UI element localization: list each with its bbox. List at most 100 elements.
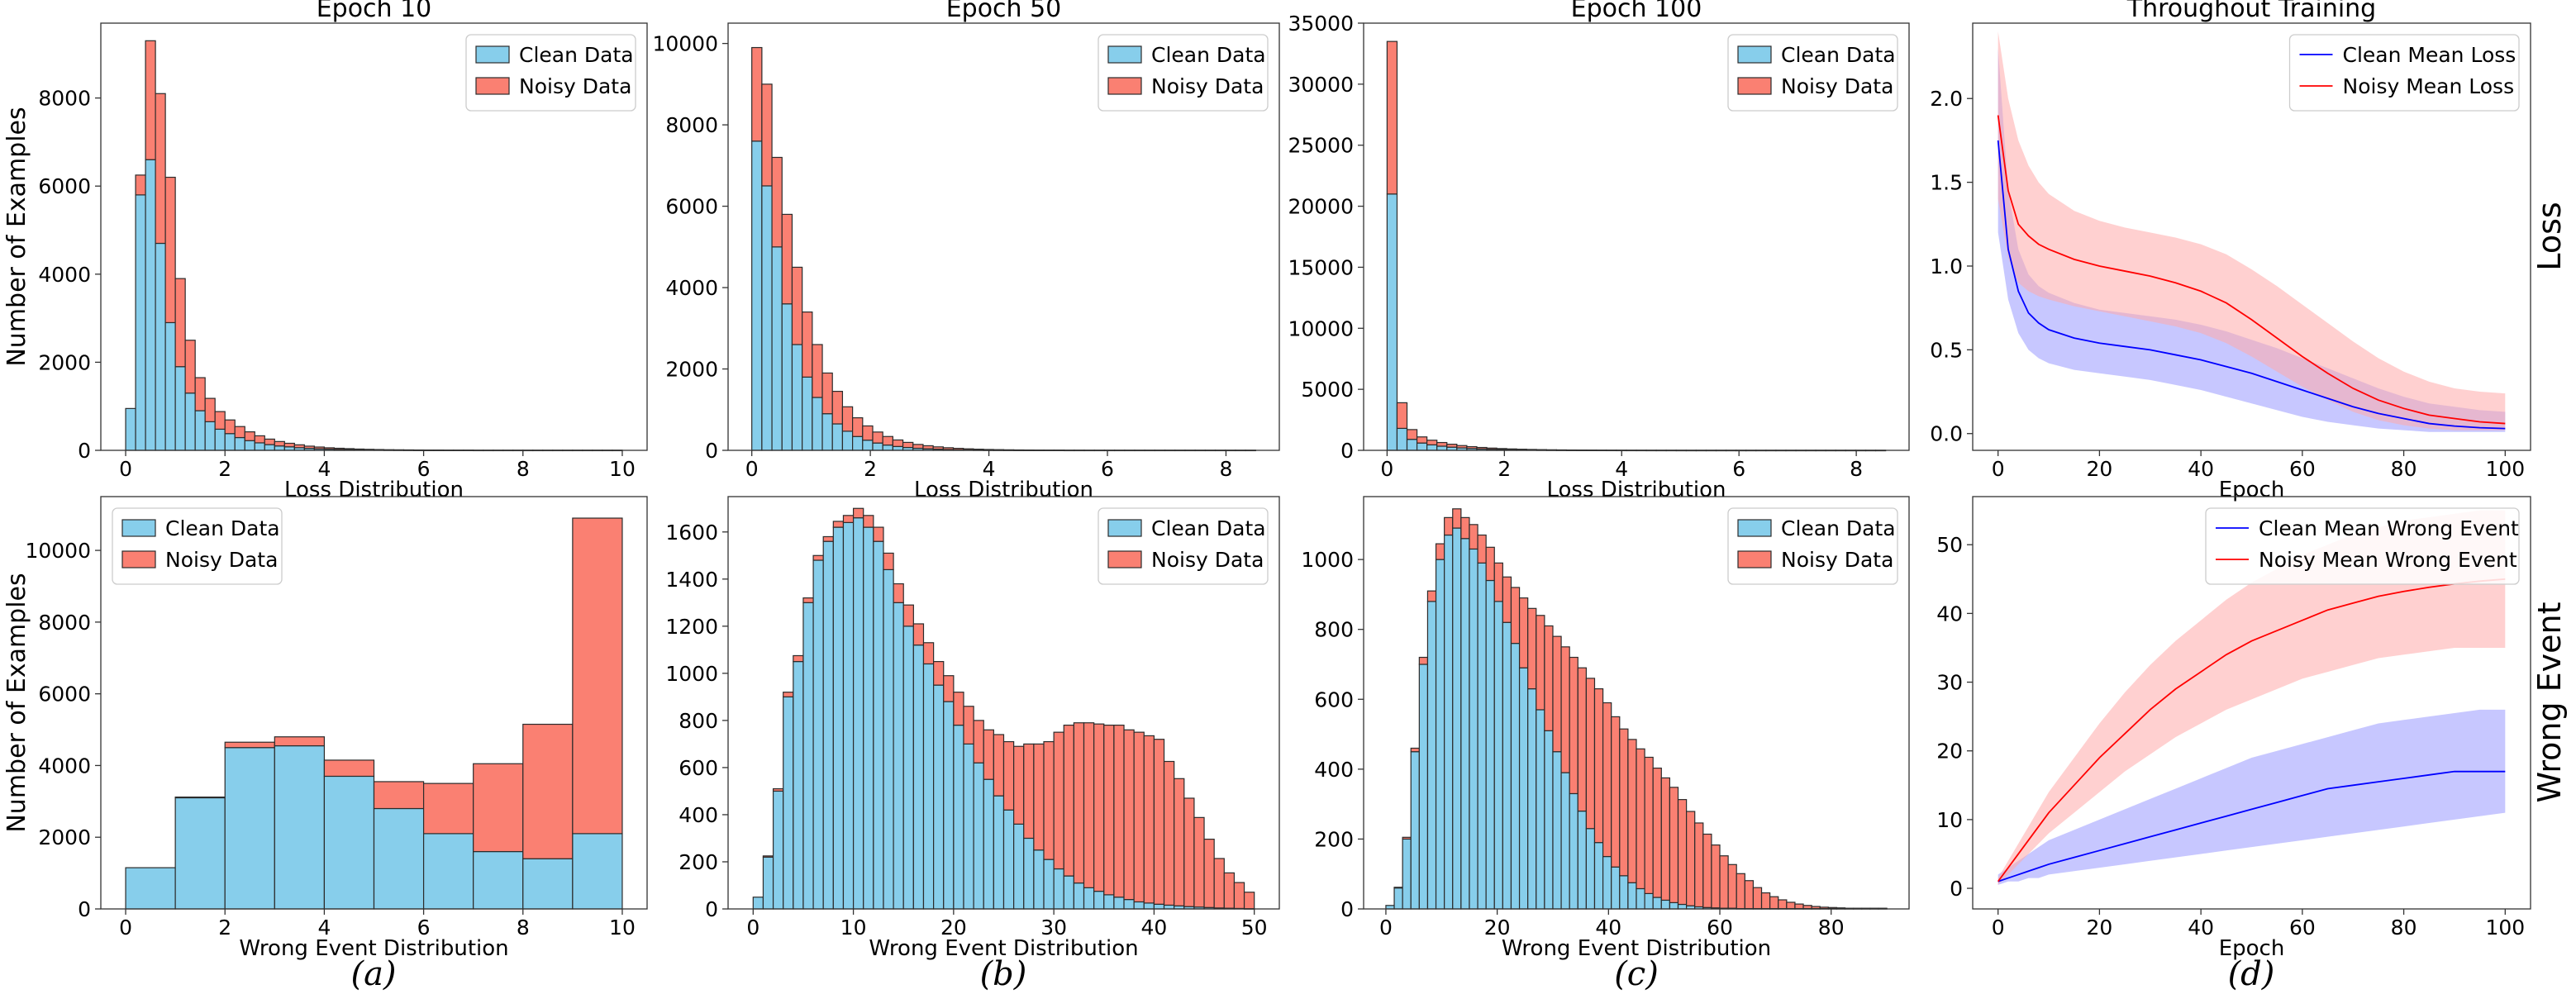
y-tick-label: 10000 xyxy=(1288,316,1354,340)
x-tick-label: 2 xyxy=(1498,457,1511,481)
y-tick-label: 10 xyxy=(1936,808,1963,832)
clean-bar xyxy=(1677,903,1688,910)
noisy-bar xyxy=(1496,448,1507,450)
y-tick-label: 20 xyxy=(1936,740,1963,764)
y-tick-label: 50 xyxy=(1936,533,1963,557)
clean-bar xyxy=(1469,548,1478,910)
clean-bar xyxy=(1460,538,1470,910)
noisy-bar xyxy=(1103,724,1115,896)
clean-bar xyxy=(933,684,945,910)
noisy-bar xyxy=(1794,903,1804,910)
noisy-bar xyxy=(963,448,974,451)
clean-bar xyxy=(1033,849,1045,910)
clean-bar xyxy=(751,140,763,451)
plot-area xyxy=(1386,40,1887,452)
clean-bar xyxy=(832,526,845,910)
noisy-bar xyxy=(1418,656,1429,665)
clean-bar xyxy=(1544,730,1554,910)
x-tick-label: 2 xyxy=(864,457,877,481)
clean-bar xyxy=(164,321,176,451)
legend-label: Clean Data xyxy=(519,43,634,67)
noisy-bar xyxy=(244,431,255,441)
x-tick-label: 0 xyxy=(1380,457,1393,481)
x-tick-label: 60 xyxy=(2289,457,2316,481)
noisy-bar xyxy=(1536,615,1545,711)
clean-bar xyxy=(1436,445,1448,451)
legend-label: Noisy Mean Loss xyxy=(2343,74,2515,98)
y-tick-label: 10000 xyxy=(652,32,718,56)
noisy-bar xyxy=(1719,855,1729,909)
legend: Clean Data Noisy Data xyxy=(112,507,283,585)
x-tick-label: 100 xyxy=(2485,916,2525,940)
noisy-bar xyxy=(135,174,146,196)
noisy-bar xyxy=(812,554,824,561)
clean-bar xyxy=(1013,823,1025,910)
noisy-bar xyxy=(1460,516,1470,540)
noisy-bar xyxy=(1435,543,1445,560)
noisy-bar xyxy=(791,266,803,345)
noisy-bar xyxy=(1577,667,1587,812)
clean-bar xyxy=(1093,891,1105,910)
x-tick-label: 80 xyxy=(2391,916,2417,940)
y-axis-label: Number of Examples xyxy=(2,573,31,832)
y-tick-label: 2000 xyxy=(38,825,91,849)
noisy-bar xyxy=(1502,576,1512,623)
x-tick-label: 0 xyxy=(746,916,759,940)
clean-bar xyxy=(1402,838,1412,910)
noisy-bar xyxy=(1611,716,1621,868)
clean-bar xyxy=(1593,842,1604,910)
y-tick-label: 2000 xyxy=(38,350,91,374)
y-tick-label: 1.0 xyxy=(1930,255,1963,278)
noisy-bar xyxy=(932,446,944,450)
noisy-bar xyxy=(902,441,914,449)
clean-bar xyxy=(1585,828,1596,910)
legend-label: Noisy Data xyxy=(165,548,278,572)
plot-area xyxy=(752,507,1255,910)
y-tick-label: 30000 xyxy=(1288,73,1354,97)
clean-bar xyxy=(892,445,904,451)
noisy-bar xyxy=(1677,799,1688,906)
y-tick-label: 25000 xyxy=(1288,134,1354,158)
noisy-bar xyxy=(1786,901,1796,910)
y-tick-label: 400 xyxy=(679,803,718,827)
panel-wrong-epoch50: 0 10 20 30 40 50 0 200 400 600 800 1000 1200 1400 1600… xyxy=(665,496,1280,961)
y-tick-label: 4000 xyxy=(665,276,718,300)
noisy-bar xyxy=(1485,546,1495,582)
x-tick-label: 2 xyxy=(218,916,231,940)
noisy-bar xyxy=(942,447,955,450)
clean-bar xyxy=(1043,859,1055,910)
noisy-bar xyxy=(283,442,295,448)
noisy-bar xyxy=(832,521,845,528)
clean-bar xyxy=(831,423,844,451)
clean-bar xyxy=(224,747,275,910)
panel-wrong-epoch10: 0 2 4 6 8 10 0 2000 4000 6000 8000 10000 Wrong Event… xyxy=(2,496,648,961)
axes-frame xyxy=(1363,22,1910,451)
legend-box xyxy=(2205,507,2520,585)
noisy-bar xyxy=(1544,625,1554,731)
panel-loss-training: 0 20 40 60 80 100 0.0 0.5 1.0 1.5 2.0 Throughout Tr… xyxy=(1930,0,2531,502)
noisy-bar xyxy=(1223,872,1236,909)
noisy-bar xyxy=(1093,723,1105,892)
chart-title: Throughout Training xyxy=(2126,0,2376,23)
noisy-bar xyxy=(802,597,814,603)
noisy-bar xyxy=(1013,745,1025,825)
y-tick-label: 4000 xyxy=(38,263,91,287)
clean-bar xyxy=(791,344,803,451)
clean-bar xyxy=(1636,887,1645,910)
clean-bar xyxy=(204,421,216,451)
clean-bar xyxy=(1133,901,1145,910)
plot-area xyxy=(1997,510,2506,885)
clean-bar xyxy=(943,701,955,910)
clean-bar xyxy=(842,521,855,910)
clean-bar xyxy=(762,856,774,910)
clean-bar xyxy=(1435,559,1445,910)
y-tick-label: 5000 xyxy=(1301,378,1354,402)
clean-legend-swatch xyxy=(1107,519,1142,537)
noisy-bar xyxy=(821,372,833,415)
noisy-bar xyxy=(323,447,336,450)
noisy-bar xyxy=(1452,508,1462,529)
noisy-bar xyxy=(254,435,265,444)
legend-label: Noisy Data xyxy=(1151,74,1264,98)
noisy-bar xyxy=(802,311,813,378)
x-tick-label: 20 xyxy=(2087,457,2113,481)
